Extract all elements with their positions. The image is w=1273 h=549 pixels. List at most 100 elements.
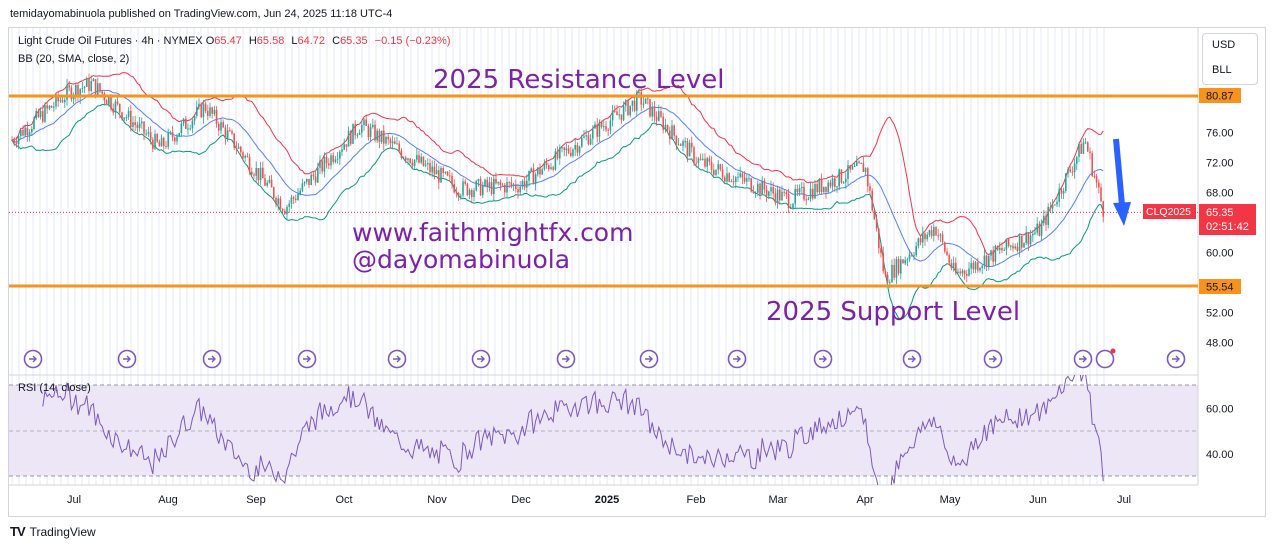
candle-body <box>803 186 805 200</box>
candle-body <box>935 227 937 236</box>
candle-body <box>442 167 444 173</box>
ohlc-legend[interactable]: Light Crude Oil Futures · 4h · NYMEX O65… <box>18 35 451 47</box>
candle-body <box>372 124 374 128</box>
candle-body <box>132 122 134 127</box>
candle-body <box>266 182 268 186</box>
bb-basis-line <box>11 89 1104 268</box>
candle-body <box>941 234 944 243</box>
candle-body <box>380 130 383 142</box>
candle-body <box>473 190 475 197</box>
candle-body <box>594 124 596 129</box>
candle-body <box>545 162 548 166</box>
svg-text:65.35: 65.35 <box>1206 207 1234 219</box>
candle-body <box>493 178 495 195</box>
candle-body <box>583 136 585 138</box>
candle-body <box>149 132 152 140</box>
candle-body <box>812 188 814 199</box>
x-tick-label: Oct <box>335 494 352 506</box>
candle-body <box>1087 142 1089 152</box>
candle-body <box>431 166 433 173</box>
down-arrow-icon <box>1113 138 1131 226</box>
currency-unit-box[interactable]: USD BLL <box>1202 33 1258 85</box>
candle-body <box>640 92 642 105</box>
candle-body <box>257 168 260 180</box>
candle-body <box>680 144 682 146</box>
arrow-right-icon <box>562 355 570 363</box>
candle-body <box>193 115 196 121</box>
candle-body <box>968 268 970 276</box>
candle-body <box>834 178 836 187</box>
arrow-right-icon <box>303 355 311 363</box>
support-price-tag: 55.54 <box>1199 279 1241 294</box>
candle-body <box>957 271 959 274</box>
candle-body <box>607 129 609 131</box>
candle-body <box>202 103 205 118</box>
rsi-indicator-label[interactable]: RSI (14, close) <box>18 382 91 394</box>
candle-body <box>224 127 227 139</box>
currency-label[interactable]: USD <box>1212 39 1236 51</box>
candle-body <box>259 167 262 180</box>
candle-body <box>886 274 889 284</box>
event-markers[interactable] <box>23 348 1186 369</box>
candle-body <box>996 246 999 250</box>
candle-body <box>127 110 130 118</box>
symbol-name[interactable]: Light Crude Oil Futures · 4h · NYMEX <box>18 35 203 47</box>
unit-label[interactable]: BLL <box>1212 64 1232 76</box>
candle-body <box>587 135 590 145</box>
candle-body <box>1065 173 1067 191</box>
candle-body <box>138 123 141 128</box>
candle-body <box>1047 206 1049 225</box>
x-tick-label: Dec <box>511 494 531 506</box>
candle-body <box>416 155 418 160</box>
bb-indicator-label[interactable]: BB (20, SMA, close, 2) <box>18 53 130 65</box>
time-axis: Jul Aug Sep Oct Nov Dec 2025 Feb Mar Apr May Jun Jul <box>67 494 1131 506</box>
candle-body <box>1043 215 1045 224</box>
candle-body <box>332 155 334 162</box>
candle-body <box>464 181 466 184</box>
candle-body <box>1080 144 1082 154</box>
candle-body <box>970 262 972 269</box>
candle-body <box>405 157 407 161</box>
candle-body <box>1003 249 1005 251</box>
candle-body <box>1058 188 1060 202</box>
candle-body <box>400 150 403 158</box>
candle-body <box>61 100 64 103</box>
svg-text:02:51:42: 02:51:42 <box>1206 221 1249 233</box>
candle-body <box>229 130 231 132</box>
candle-body <box>598 122 601 137</box>
candle-body <box>743 177 746 182</box>
candle-body <box>11 140 13 142</box>
candle-body <box>330 155 332 166</box>
candle-body <box>796 188 799 193</box>
candle-body <box>746 178 748 182</box>
candle-body <box>1001 247 1003 251</box>
lightning-event-icon <box>1095 349 1115 369</box>
candle-body <box>739 173 741 177</box>
candle-body <box>867 168 869 187</box>
candle-body <box>1095 176 1098 183</box>
candle-body <box>552 167 554 170</box>
candle-body <box>314 176 317 183</box>
candle-body <box>897 259 900 274</box>
footer-brand[interactable]: TV TradingView <box>10 524 96 539</box>
candle-body <box>928 230 931 235</box>
candle-body <box>785 192 788 195</box>
candle-body <box>1091 153 1093 176</box>
candle-body <box>1089 151 1091 154</box>
candle-body <box>321 160 323 172</box>
candle-body <box>389 139 392 144</box>
candle-body <box>92 79 95 82</box>
candle-body <box>402 157 405 159</box>
candle-body <box>420 156 422 163</box>
candle-body <box>378 130 381 142</box>
candle-body <box>35 110 37 119</box>
candle-body <box>847 165 849 179</box>
candle-body <box>339 151 341 159</box>
candle-body <box>499 181 502 185</box>
candle-body <box>211 107 213 114</box>
candle-body <box>411 162 414 166</box>
candle-body <box>1032 233 1034 236</box>
candle-body <box>537 167 539 175</box>
candle-body <box>983 255 986 266</box>
